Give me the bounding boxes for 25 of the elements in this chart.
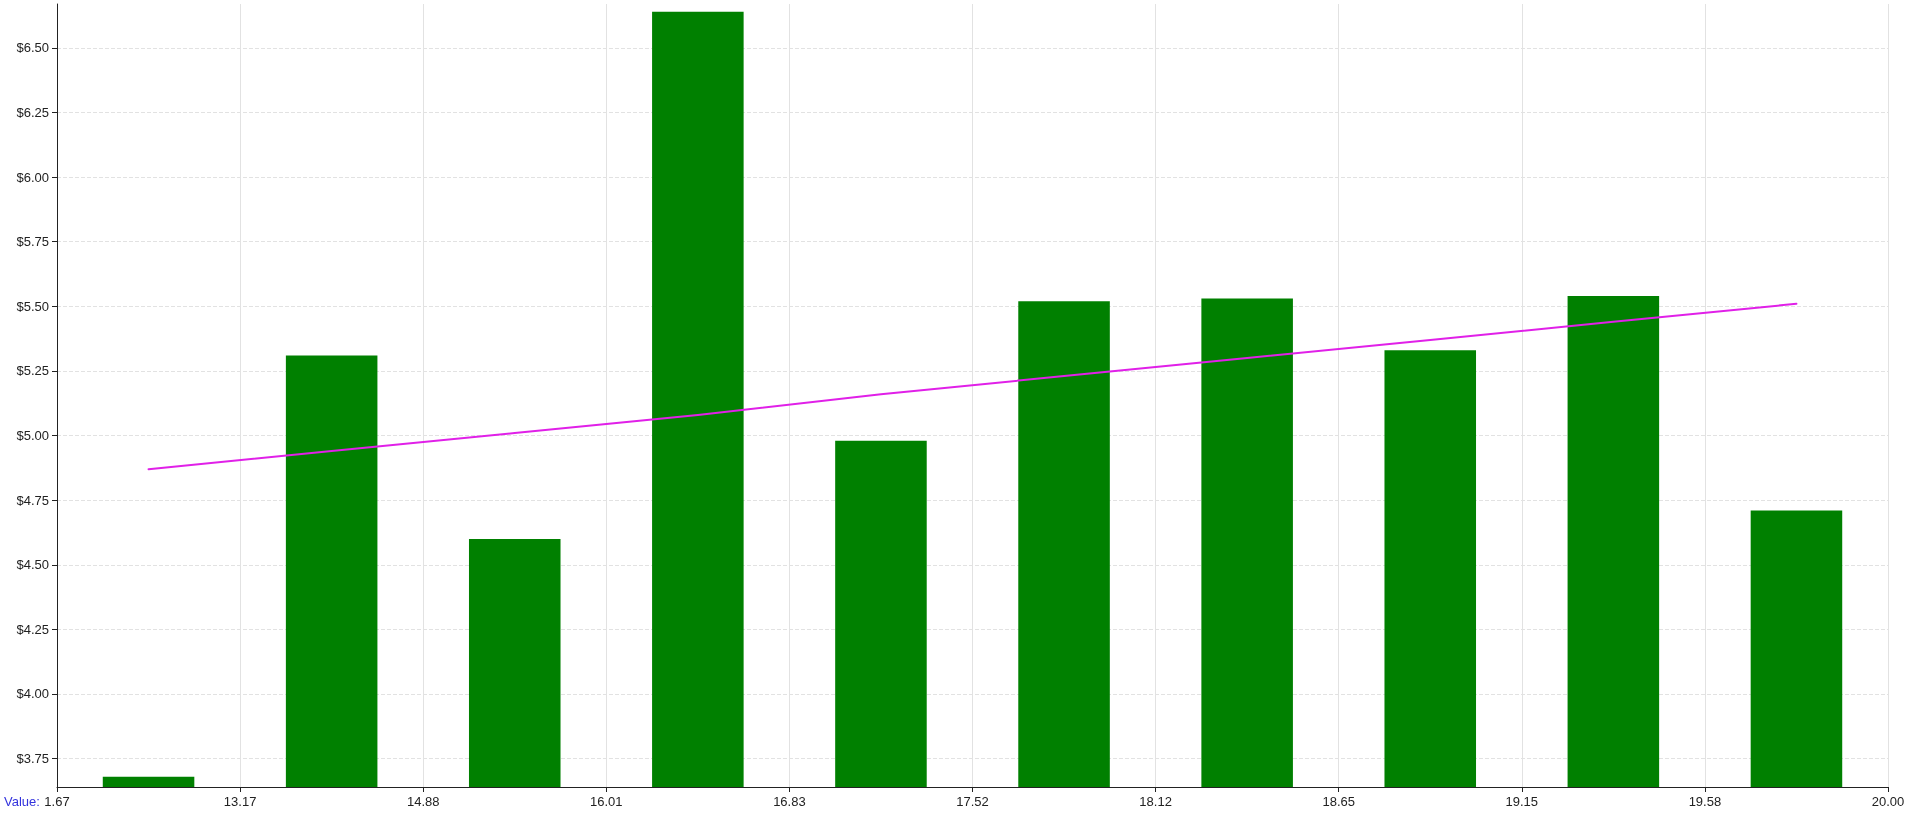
y-tick-label: $3.75: [16, 751, 49, 767]
text: 20.00: [1871, 794, 1905, 809]
text: 16.83: [773, 794, 806, 809]
y-tick-label: $5.50: [16, 298, 49, 314]
line-series: [147, 302, 1798, 471]
text: 18.65: [1322, 794, 1355, 809]
text: 16.01: [590, 794, 623, 809]
text: 19.15: [1505, 794, 1539, 809]
y-tick-label: $4.50: [16, 557, 49, 573]
y-tick-label: $6.00: [16, 169, 49, 185]
y-tick-label: $6.25: [16, 105, 49, 121]
text: Value:: [4, 794, 40, 809]
text: 13.17: [223, 794, 257, 809]
text: 18.12: [1139, 794, 1172, 809]
y-tick-label: $6.50: [16, 40, 49, 56]
y-tick-label: $5.00: [16, 428, 49, 444]
y-tick-label: $5.25: [16, 363, 49, 379]
y-tick-label: $4.00: [16, 686, 49, 702]
y-tick-label: $5.75: [16, 234, 49, 250]
text: 1.67: [44, 794, 70, 809]
text: 14.88: [406, 794, 440, 809]
text: 19.58: [1688, 794, 1722, 809]
text: 17.52: [956, 794, 989, 809]
y-tick-label: $4.25: [16, 621, 49, 637]
y-tick-label: $4.75: [16, 492, 49, 508]
